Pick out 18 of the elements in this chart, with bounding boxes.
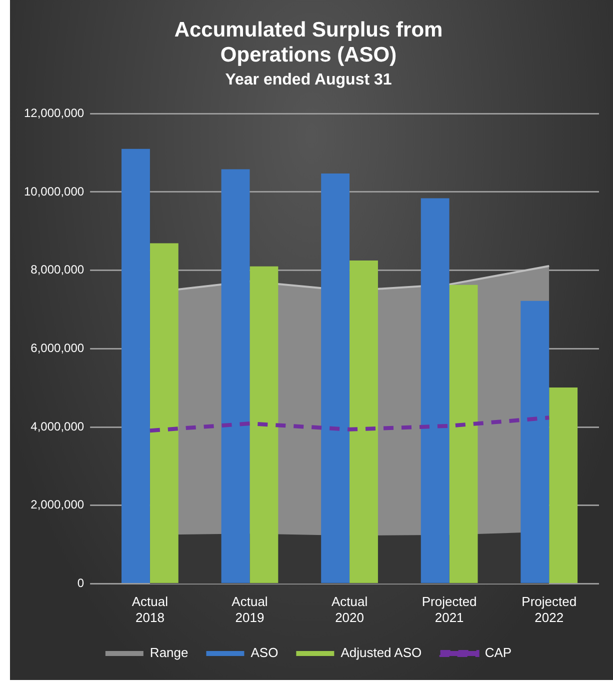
y-tick-label: 8,000,000	[30, 262, 84, 277]
legend-label: CAP	[484, 645, 512, 660]
legend-label: Range	[150, 645, 188, 660]
legend-label: ASO	[250, 645, 278, 660]
y-tick-label: 4,000,000	[30, 419, 84, 434]
x-tick-label: Actual 2018	[132, 594, 168, 625]
x-tick-label: Projected 2021	[422, 594, 477, 625]
y-tick-label: 10,000,000	[24, 184, 84, 198]
y-tick-label: 6,000,000	[30, 341, 84, 356]
x-tick-label: Actual 2020	[331, 594, 368, 625]
y-tick-label: 0	[77, 576, 84, 590]
y-tick-label: 12,000,000	[24, 106, 84, 120]
legend-label: Adjusted ASO	[340, 645, 422, 660]
chart-title: Accumulated Surplus from Operations (ASO)	[174, 18, 443, 67]
x-tick-label: Projected 2022	[522, 594, 577, 625]
x-tick-label: Actual 2019	[232, 594, 268, 625]
y-tick-label: 2,000,000	[30, 498, 84, 512]
chart-subtitle: Year ended August 31	[225, 71, 392, 88]
